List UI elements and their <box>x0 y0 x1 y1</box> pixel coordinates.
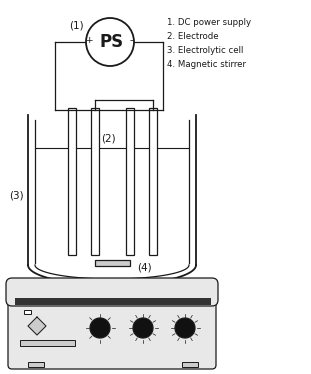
FancyBboxPatch shape <box>8 299 216 369</box>
Text: 2. Electrode: 2. Electrode <box>167 32 219 41</box>
Polygon shape <box>28 317 46 335</box>
Text: (2): (2) <box>101 133 116 143</box>
Text: 4. Magnetic stirrer: 4. Magnetic stirrer <box>167 60 246 69</box>
Text: -: - <box>129 35 133 45</box>
Bar <box>91 108 99 255</box>
Bar <box>20 340 75 346</box>
Text: PS: PS <box>100 33 124 51</box>
Text: (3): (3) <box>9 190 24 200</box>
Bar <box>149 108 157 255</box>
Bar <box>95 260 130 266</box>
Bar <box>126 108 134 255</box>
Circle shape <box>175 318 195 338</box>
Bar <box>15 298 211 305</box>
Text: (4): (4) <box>137 263 152 273</box>
Bar <box>182 362 198 367</box>
FancyBboxPatch shape <box>6 278 218 306</box>
Bar <box>68 108 76 255</box>
Text: 1. DC power supply: 1. DC power supply <box>167 18 251 27</box>
Bar <box>28 362 44 367</box>
Circle shape <box>86 18 134 66</box>
Circle shape <box>133 318 153 338</box>
Text: (1): (1) <box>69 20 84 30</box>
Circle shape <box>90 318 110 338</box>
Text: +: + <box>85 36 93 45</box>
Text: 3. Electrolytic cell: 3. Electrolytic cell <box>167 46 244 55</box>
Bar <box>24 310 31 314</box>
